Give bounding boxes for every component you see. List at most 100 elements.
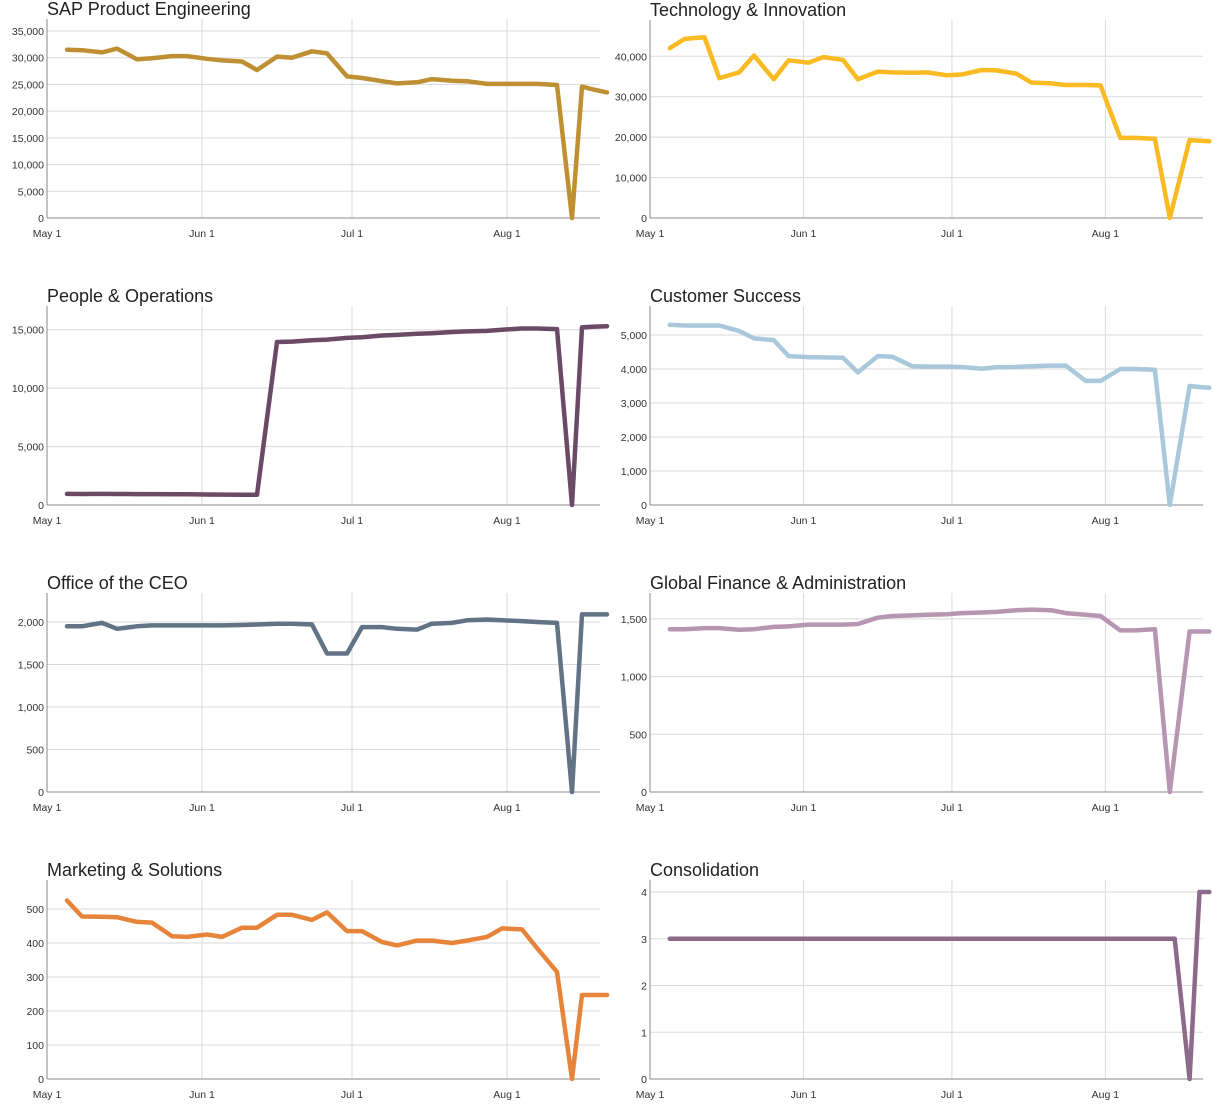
y-tick-label: 300 bbox=[26, 972, 44, 984]
y-tick-label: 0 bbox=[641, 787, 647, 799]
x-tick-label: May 1 bbox=[636, 515, 665, 527]
y-tick-label: 0 bbox=[38, 1074, 44, 1086]
chart-title: Office of the CEO bbox=[47, 573, 188, 593]
y-tick-label: 5,000 bbox=[18, 442, 44, 454]
y-tick-label: 2,000 bbox=[621, 432, 647, 444]
y-tick-label: 500 bbox=[26, 745, 44, 757]
y-tick-label: 0 bbox=[38, 787, 44, 799]
x-tick-label: Jul 1 bbox=[941, 515, 963, 527]
x-tick-label: Aug 1 bbox=[1092, 228, 1120, 240]
y-tick-label: 40,000 bbox=[615, 51, 647, 63]
x-tick-label: May 1 bbox=[636, 228, 665, 240]
y-tick-label: 0 bbox=[38, 500, 44, 512]
chart-panel: Office of the CEO 0 500 1,000 1,500 2,000 May … bbox=[18, 573, 610, 814]
y-tick-label: 10,000 bbox=[615, 173, 647, 185]
y-tick-label: 3 bbox=[641, 934, 647, 946]
series-line bbox=[667, 35, 1212, 221]
chart-title: Global Finance & Administration bbox=[650, 573, 906, 593]
x-tick-label: Jun 1 bbox=[189, 802, 215, 814]
x-tick-label: Jul 1 bbox=[341, 515, 363, 527]
y-tick-label: 0 bbox=[641, 500, 647, 512]
x-tick-label: May 1 bbox=[33, 228, 62, 240]
y-tick-label: 0 bbox=[641, 213, 647, 225]
y-tick-label: 30,000 bbox=[615, 92, 647, 104]
x-tick-label: Aug 1 bbox=[1092, 1089, 1120, 1101]
chart-title: SAP Product Engineering bbox=[47, 0, 251, 19]
x-tick-label: Aug 1 bbox=[493, 515, 521, 527]
series-line bbox=[64, 46, 610, 221]
chart-panel: Customer Success 0 1,000 2,000 3,000 4,000 5,0… bbox=[621, 286, 1212, 527]
chart-title: Consolidation bbox=[650, 860, 759, 880]
x-tick-label: May 1 bbox=[636, 1089, 665, 1101]
chart-panel: SAP Product Engineering 0 5,000 10,000 15,00… bbox=[12, 0, 610, 240]
y-tick-label: 5,000 bbox=[621, 330, 647, 342]
x-tick-label: Aug 1 bbox=[493, 228, 521, 240]
x-tick-label: Jul 1 bbox=[941, 1089, 963, 1101]
x-tick-label: Aug 1 bbox=[493, 1089, 521, 1101]
chart-panel: Technology & Innovation 0 10,000 20,000 30,0… bbox=[615, 0, 1212, 240]
x-tick-label: Jun 1 bbox=[189, 228, 215, 240]
y-tick-label: 1,500 bbox=[621, 614, 647, 626]
y-tick-label: 1 bbox=[641, 1027, 647, 1039]
x-tick-label: Jul 1 bbox=[341, 1089, 363, 1101]
y-tick-label: 1,500 bbox=[18, 660, 44, 672]
y-tick-label: 30,000 bbox=[12, 53, 44, 65]
x-tick-label: Jul 1 bbox=[941, 228, 963, 240]
y-tick-label: 20,000 bbox=[12, 106, 44, 118]
y-tick-label: 4,000 bbox=[621, 364, 647, 376]
x-tick-label: Jul 1 bbox=[341, 802, 363, 814]
y-tick-label: 5,000 bbox=[18, 186, 44, 198]
y-tick-label: 2,000 bbox=[18, 617, 44, 629]
y-tick-label: 1,000 bbox=[621, 466, 647, 478]
series-line bbox=[64, 612, 610, 795]
y-tick-label: 1,000 bbox=[18, 702, 44, 714]
chart-title: People & Operations bbox=[47, 286, 213, 306]
y-tick-label: 500 bbox=[629, 729, 647, 741]
y-tick-label: 25,000 bbox=[12, 79, 44, 91]
y-tick-label: 4 bbox=[641, 887, 647, 899]
y-tick-label: 20,000 bbox=[615, 132, 647, 144]
chart-title: Customer Success bbox=[650, 286, 801, 306]
y-tick-label: 0 bbox=[38, 213, 44, 225]
y-tick-label: 3,000 bbox=[621, 398, 647, 410]
y-tick-label: 500 bbox=[26, 904, 44, 916]
series-line bbox=[667, 889, 1212, 1082]
y-tick-label: 0 bbox=[641, 1074, 647, 1086]
x-tick-label: Aug 1 bbox=[1092, 515, 1120, 527]
y-tick-label: 10,000 bbox=[12, 160, 44, 172]
y-tick-label: 2 bbox=[641, 981, 647, 993]
y-tick-label: 15,000 bbox=[12, 133, 44, 145]
x-tick-label: Jun 1 bbox=[791, 228, 817, 240]
x-tick-label: Jul 1 bbox=[941, 802, 963, 814]
y-tick-label: 100 bbox=[26, 1040, 44, 1052]
series-line bbox=[667, 322, 1212, 508]
y-tick-label: 1,000 bbox=[621, 672, 647, 684]
chart-panel: Consolidation 0 1 2 3 4 May 1 Jun 1 Jul 1 Aug 1 bbox=[636, 860, 1212, 1101]
x-tick-label: Aug 1 bbox=[493, 802, 521, 814]
series-line bbox=[667, 607, 1212, 795]
series-line bbox=[64, 323, 610, 508]
chart-panel: Marketing & Solutions 0 100 200 300 400 500 May… bbox=[26, 860, 610, 1101]
x-tick-label: Jun 1 bbox=[189, 515, 215, 527]
chart-title: Technology & Innovation bbox=[650, 0, 846, 20]
x-tick-label: May 1 bbox=[33, 1089, 62, 1101]
series-line bbox=[64, 898, 610, 1082]
y-tick-label: 200 bbox=[26, 1006, 44, 1018]
x-tick-label: Jun 1 bbox=[791, 515, 817, 527]
x-tick-label: Jun 1 bbox=[791, 1089, 817, 1101]
chart-title: Marketing & Solutions bbox=[47, 860, 222, 880]
y-tick-label: 400 bbox=[26, 938, 44, 950]
y-tick-label: 35,000 bbox=[12, 26, 44, 38]
x-tick-label: Jun 1 bbox=[791, 802, 817, 814]
x-tick-label: Jul 1 bbox=[341, 228, 363, 240]
x-tick-label: Jun 1 bbox=[189, 1089, 215, 1101]
y-tick-label: 10,000 bbox=[12, 383, 44, 395]
x-tick-label: Aug 1 bbox=[1092, 802, 1120, 814]
chart-panel: People & Operations 0 5,000 10,000 15,000 May… bbox=[12, 286, 610, 527]
y-tick-label: 15,000 bbox=[12, 325, 44, 337]
x-tick-label: May 1 bbox=[33, 515, 62, 527]
x-tick-label: May 1 bbox=[636, 802, 665, 814]
x-tick-label: May 1 bbox=[33, 802, 62, 814]
chart-panel: Global Finance & Administration 0 500 1,000… bbox=[621, 573, 1212, 814]
